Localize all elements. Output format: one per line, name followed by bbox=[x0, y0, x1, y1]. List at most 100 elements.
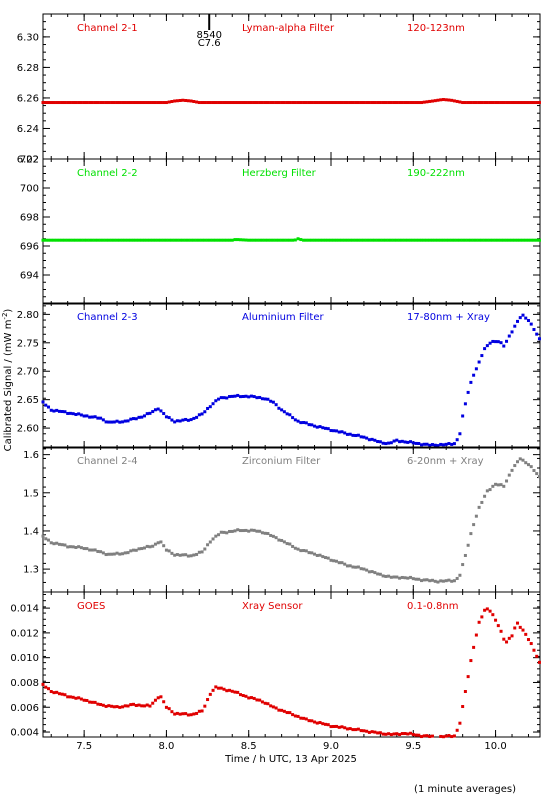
data-point bbox=[167, 238, 171, 242]
data-point bbox=[66, 238, 70, 242]
data-point bbox=[55, 101, 59, 105]
data-point bbox=[318, 101, 322, 105]
data-point bbox=[452, 734, 456, 738]
data-point bbox=[532, 469, 536, 473]
data-point bbox=[46, 101, 50, 105]
data-point bbox=[329, 725, 333, 729]
data-point bbox=[178, 712, 182, 716]
data-point bbox=[90, 548, 94, 552]
data-point bbox=[430, 578, 434, 582]
data-point bbox=[367, 570, 371, 574]
data-point bbox=[507, 334, 511, 338]
data-point bbox=[299, 549, 303, 553]
data-point bbox=[252, 528, 256, 532]
data-point bbox=[537, 660, 541, 664]
data-point bbox=[400, 439, 404, 443]
data-point bbox=[49, 541, 53, 545]
data-point bbox=[219, 686, 223, 690]
data-point bbox=[376, 440, 380, 444]
data-point bbox=[304, 717, 308, 721]
data-point bbox=[299, 716, 303, 720]
data-point bbox=[71, 238, 75, 242]
data-point bbox=[428, 579, 432, 583]
data-point bbox=[52, 691, 56, 695]
y-tick-label: 0.008 bbox=[10, 678, 39, 689]
data-point bbox=[118, 420, 122, 424]
data-point bbox=[428, 735, 432, 739]
data-point bbox=[524, 632, 528, 636]
data-point bbox=[115, 419, 119, 423]
data-point bbox=[293, 418, 297, 422]
data-point bbox=[307, 101, 311, 105]
data-point bbox=[535, 332, 539, 336]
data-point bbox=[203, 238, 207, 242]
filter-label: Xray Sensor bbox=[242, 601, 303, 612]
data-point bbox=[291, 713, 295, 717]
data-point bbox=[170, 551, 174, 555]
data-point bbox=[400, 575, 404, 579]
data-point bbox=[140, 238, 144, 242]
data-point bbox=[195, 415, 199, 419]
data-point bbox=[288, 238, 292, 242]
data-point bbox=[41, 400, 45, 404]
data-point bbox=[472, 373, 476, 377]
data-point bbox=[129, 101, 133, 105]
data-point bbox=[321, 101, 325, 105]
data-point bbox=[132, 548, 136, 552]
data-point bbox=[126, 551, 130, 555]
data-point bbox=[458, 100, 462, 104]
data-point bbox=[310, 551, 314, 555]
data-point bbox=[203, 547, 207, 551]
data-point bbox=[491, 613, 495, 617]
data-point bbox=[74, 696, 78, 700]
data-point bbox=[263, 397, 267, 401]
data-point bbox=[345, 727, 349, 731]
data-point bbox=[392, 439, 396, 443]
data-point bbox=[274, 536, 278, 540]
data-point bbox=[156, 101, 160, 105]
data-point bbox=[496, 238, 500, 242]
data-point bbox=[164, 705, 168, 709]
data-point bbox=[518, 625, 522, 629]
data-point bbox=[145, 101, 149, 105]
data-point bbox=[153, 101, 157, 105]
data-point bbox=[197, 709, 201, 713]
data-point bbox=[324, 426, 328, 430]
data-point bbox=[381, 101, 385, 105]
data-point bbox=[233, 238, 237, 242]
data-point bbox=[362, 567, 366, 571]
data-point bbox=[132, 417, 136, 421]
data-point bbox=[153, 408, 157, 412]
data-point bbox=[255, 396, 259, 400]
data-point bbox=[422, 100, 426, 104]
panel-frame bbox=[42, 591, 541, 738]
data-point bbox=[129, 417, 133, 421]
data-point bbox=[321, 426, 325, 430]
data-point bbox=[398, 576, 402, 580]
data-point bbox=[529, 322, 533, 326]
data-point bbox=[167, 549, 171, 553]
data-point bbox=[474, 101, 478, 105]
data-point bbox=[343, 101, 347, 105]
data-point bbox=[441, 98, 445, 102]
data-point bbox=[153, 698, 157, 702]
data-point bbox=[63, 238, 67, 242]
data-point bbox=[291, 238, 295, 242]
data-point bbox=[162, 238, 166, 242]
data-point bbox=[271, 705, 275, 709]
data-point bbox=[145, 238, 149, 242]
data-point bbox=[420, 443, 424, 447]
data-point bbox=[463, 689, 467, 693]
data-point bbox=[455, 576, 459, 580]
filter-label: Herzberg Filter bbox=[242, 168, 317, 179]
data-point bbox=[452, 579, 456, 583]
data-point bbox=[186, 238, 190, 242]
data-point bbox=[274, 101, 278, 105]
data-point bbox=[411, 101, 415, 105]
data-point bbox=[510, 101, 514, 105]
data-point bbox=[425, 100, 429, 104]
data-point bbox=[406, 732, 410, 736]
data-point bbox=[348, 432, 352, 436]
data-point bbox=[455, 238, 459, 242]
flare-annotation-class: C7.6 bbox=[198, 38, 221, 49]
